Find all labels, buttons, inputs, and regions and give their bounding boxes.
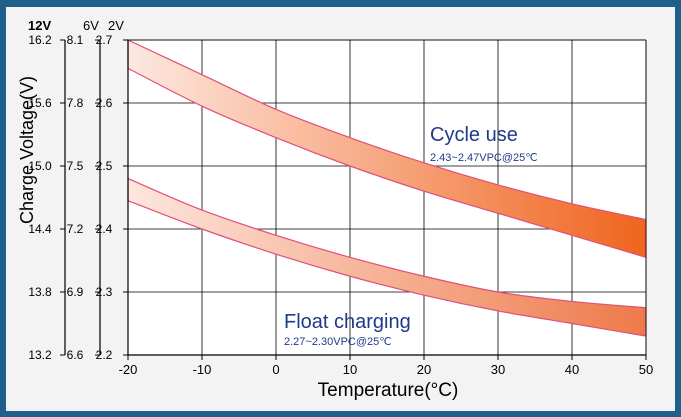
y-axis-2v-tick-label: 2.3 — [96, 285, 113, 299]
x-tick-label: -10 — [193, 362, 212, 377]
x-tick-label: 40 — [565, 362, 579, 377]
x-tick-label: -20 — [119, 362, 138, 377]
y-axis-6v-tick-label: 8.1 — [67, 33, 84, 47]
float-charging-note: 2.27~2.30VPC@25℃ — [284, 336, 392, 348]
y-axis-12v-tick-label: 15.0 — [28, 159, 52, 173]
y-axis-header-6v: 6V — [83, 18, 99, 33]
y-axis-2v-tick-label: 2.5 — [96, 159, 113, 173]
x-tick-label: 30 — [491, 362, 505, 377]
x-axis-label: Temperature(°C) — [318, 380, 459, 401]
x-tick-label: 20 — [417, 362, 431, 377]
x-tick-label: 0 — [272, 362, 279, 377]
y-axis-label: Charge Voltage(V) — [17, 76, 37, 224]
y-axis-12v-tick-label: 16.2 — [28, 33, 52, 47]
y-axis-6v-tick-label: 7.5 — [67, 159, 84, 173]
y-axis-6v-tick-label: 7.8 — [67, 96, 84, 110]
y-axis-12v-tick-label: 14.4 — [28, 222, 52, 236]
y-axis-2v-tick-label: 2.4 — [96, 222, 113, 236]
y-axis-12v-tick-label: 13.2 — [28, 348, 52, 362]
y-axis-12v-tick-label: 15.6 — [28, 96, 52, 110]
y-axis-header-2v: 2V — [108, 18, 124, 33]
y-axis-2v-tick-label: 2.6 — [96, 96, 113, 110]
x-tick-label: 50 — [639, 362, 653, 377]
x-tick-label: 10 — [343, 362, 357, 377]
y-axis-2v-tick-label: 2.7 — [96, 33, 113, 47]
y-axis-6v-tick-label: 7.2 — [67, 222, 84, 236]
cycle-use-note: 2.43~2.47VPC@25℃ — [430, 152, 538, 164]
y-axis-6v-tick-label: 6.6 — [67, 348, 84, 362]
y-axis-header-12v: 12V — [28, 18, 51, 33]
y-axis-6v-tick-label: 6.9 — [67, 285, 84, 299]
cycle-use-label: Cycle use — [430, 124, 518, 146]
y-axis-12v-tick-label: 13.8 — [28, 285, 52, 299]
y-axis-2v-tick-label: 2.2 — [96, 348, 113, 362]
float-charging-label: Float charging — [284, 311, 411, 333]
axes: 16.2 15.6 15.0 14.4 13.8 13.2 8.1 7.8 7.5 7.2 6.9 6… — [28, 33, 653, 377]
